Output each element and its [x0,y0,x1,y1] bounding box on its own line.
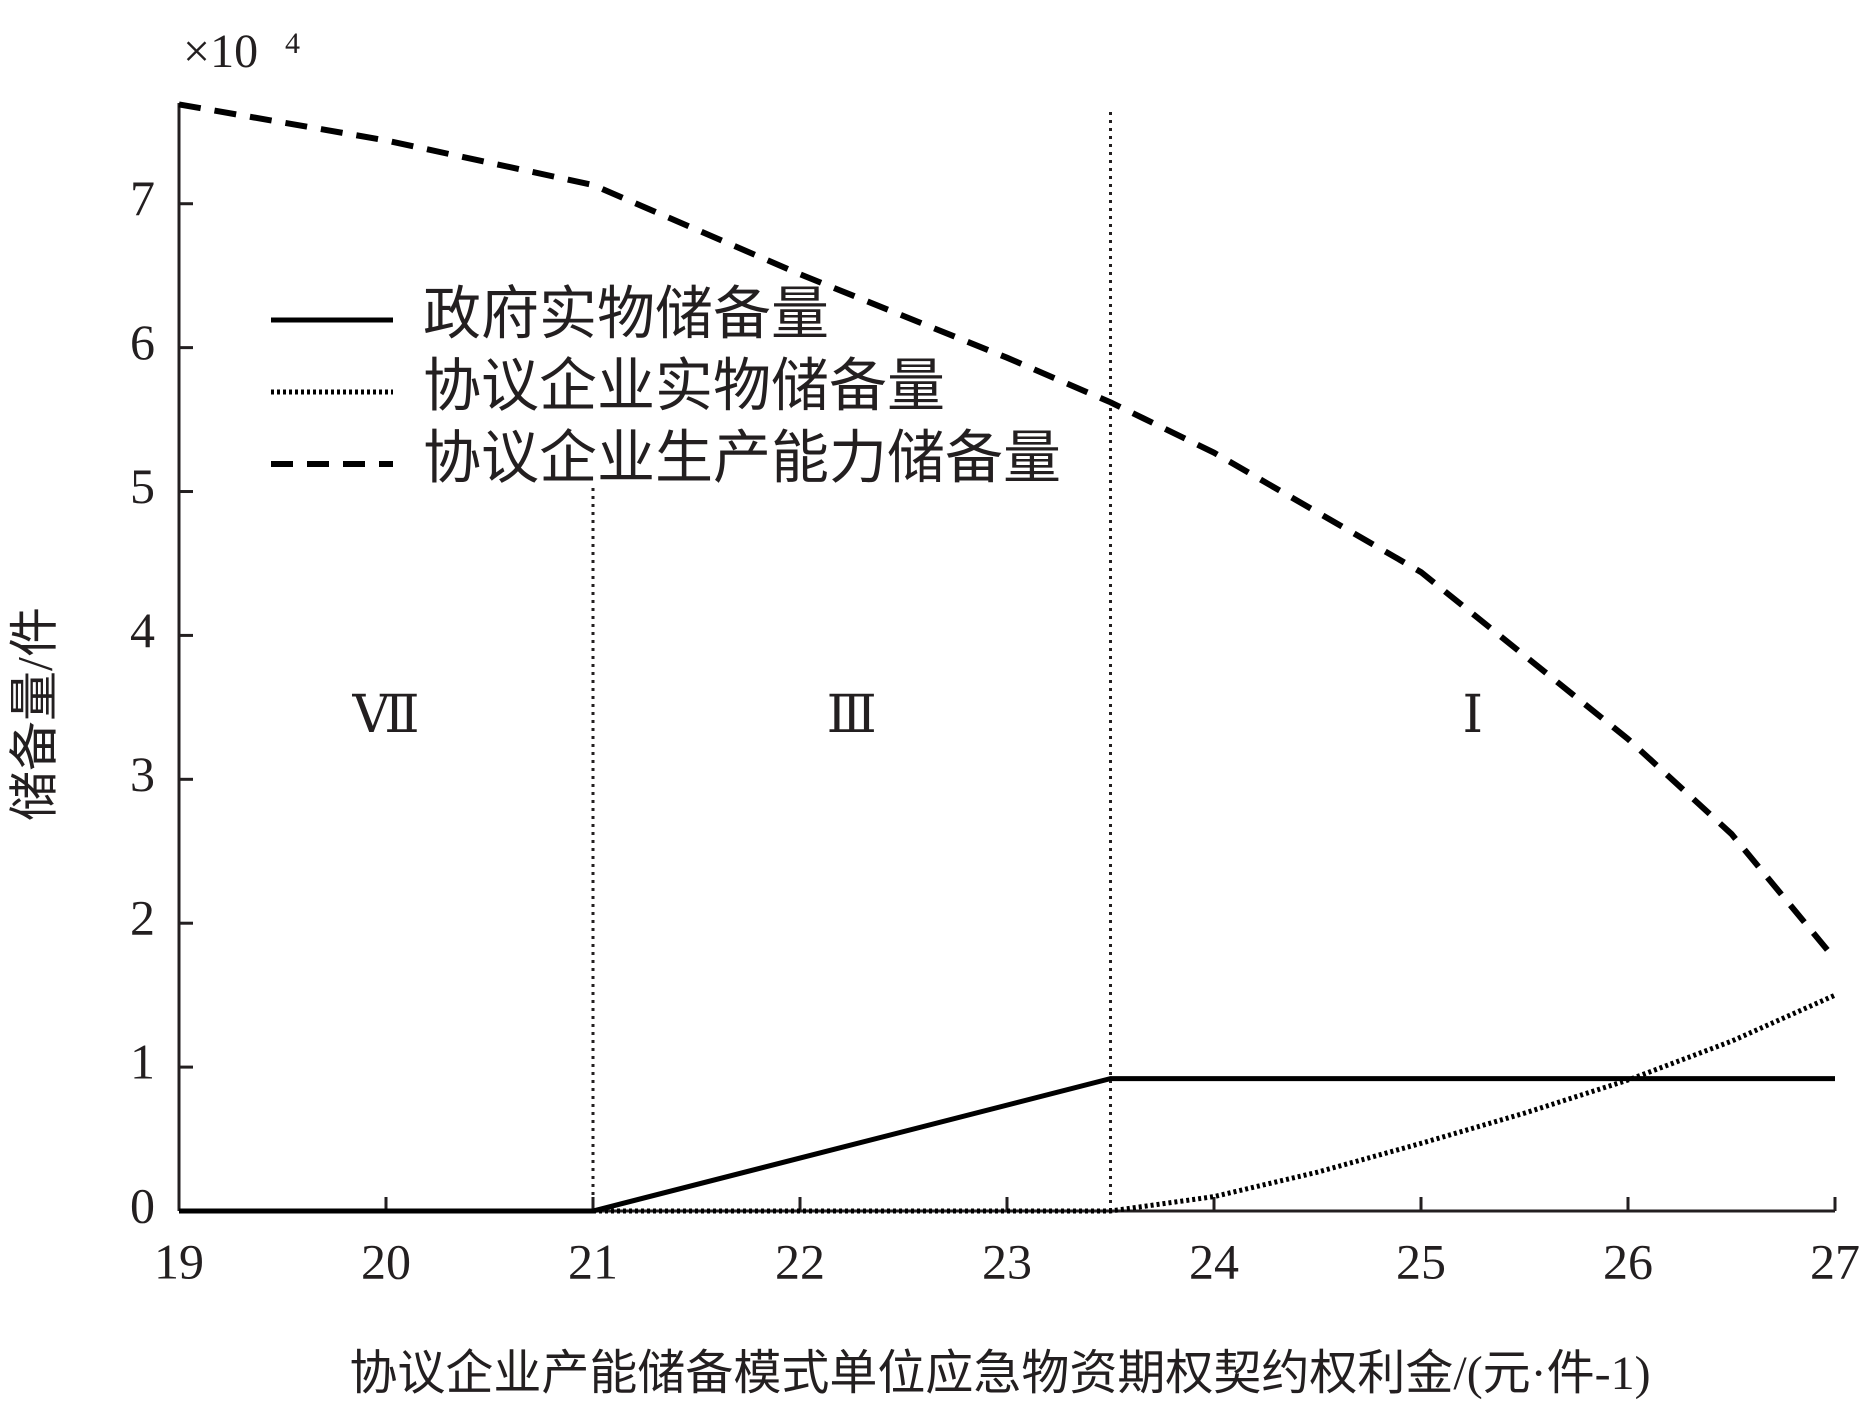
region-label: Ⅰ [1462,687,1483,744]
y-tick-label: 0 [130,1177,155,1233]
series-line [178,101,1838,962]
x-tick-label: 20 [361,1233,411,1289]
x-tick-label: 23 [982,1233,1032,1289]
x-axis-title: 协议企业产能储备模式单位应急物资期权契约权利金/(元·件-1) [349,1347,1650,1400]
x-tick-label: 19 [154,1233,204,1289]
y-tick-label: 6 [130,314,155,370]
x-tick-label: 26 [1603,1233,1653,1289]
y-tick-label: 3 [130,746,155,802]
legend-label: 协议企业生产能力储备量 [423,425,1061,490]
x-tick-label: 22 [775,1233,825,1289]
y-tick-label: 4 [130,602,155,658]
series-line [179,1076,1835,1214]
series-line [179,992,1837,1214]
y-tick-label: 5 [130,458,155,514]
legend-label: 协议企业实物储备量 [423,353,945,418]
x-tick-label: 25 [1396,1233,1446,1289]
y-tick-label: 2 [130,890,155,946]
y-tick-label: 7 [130,170,155,226]
y-multiplier: ×10 [183,25,258,78]
region-label: Ⅲ [827,687,877,744]
x-tick-label: 24 [1189,1233,1239,1289]
region-label: Ⅶ [351,687,419,744]
x-tick-label: 21 [568,1233,618,1289]
y-multiplier-exponent: 4 [285,27,300,60]
y-tick-label: 1 [130,1034,155,1090]
y-axis-title: 储备量/件 [6,607,62,821]
x-tick-label: 27 [1810,1233,1860,1289]
legend-label: 政府实物储备量 [423,281,829,346]
